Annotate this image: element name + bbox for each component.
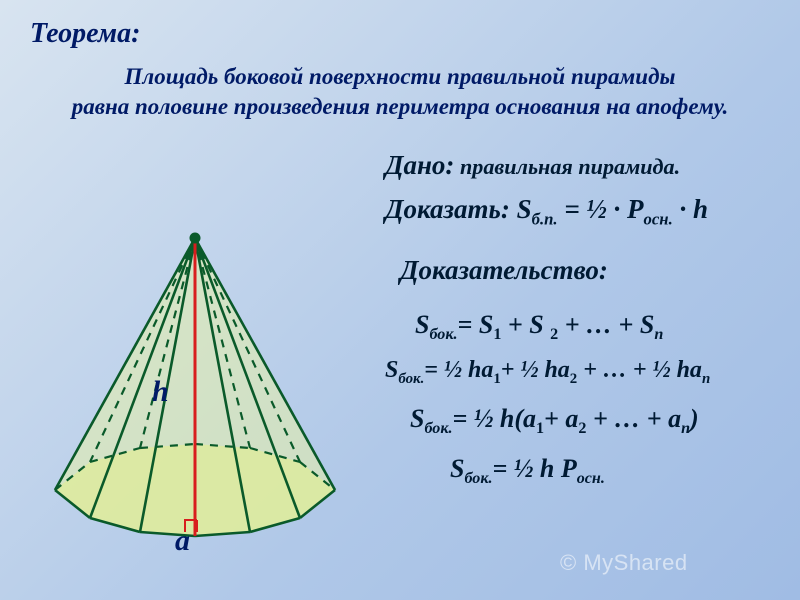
- statement-line2: равна половине произведения периметра ос…: [72, 94, 729, 119]
- label-h-text: h: [152, 375, 169, 408]
- eq2-b: = ½ ha: [424, 357, 493, 383]
- proof-label: Доказательство:: [400, 255, 608, 286]
- eq4-bs: осн.: [577, 470, 605, 487]
- eq2-c: + ½ ha: [501, 357, 570, 383]
- eq3-as: бок.: [424, 420, 452, 437]
- eq1-ds: n: [654, 326, 663, 343]
- eq2-ds: n: [702, 371, 710, 387]
- theorem-statement: Площадь боковой поверхности правильной п…: [20, 62, 780, 122]
- proof-label-text: Доказательство:: [400, 255, 608, 285]
- label-a: a: [175, 524, 190, 558]
- eq3-a: S: [410, 404, 424, 433]
- label-h: h: [152, 375, 169, 409]
- prove-sub2: осн.: [644, 209, 673, 228]
- eq3-bs: 1: [536, 420, 544, 437]
- statement-line1: Площадь боковой поверхности правильной п…: [125, 64, 676, 89]
- eq4-a: S: [450, 454, 464, 483]
- eq3-d: + … + a: [586, 404, 681, 433]
- eq2-bs: 1: [493, 371, 500, 387]
- theorem-title-text: Теорема:: [30, 18, 140, 49]
- pyramid-figure: [20, 220, 370, 560]
- given-rest: правильная пирамида.: [454, 154, 680, 179]
- prove-suffix: · h: [673, 194, 708, 224]
- label-a-text: a: [175, 524, 190, 557]
- prove-mid: = ½ · Р: [558, 194, 644, 224]
- eq3-ds: n: [681, 420, 690, 437]
- proof-eq-4: Sбок.= ½ h Росн.: [450, 454, 605, 488]
- eq3-e: ): [690, 404, 699, 433]
- eq4-b: = ½ h Р: [493, 454, 577, 483]
- eq3-c: + a: [544, 404, 578, 433]
- eq2-d: + … + ½ ha: [577, 357, 702, 383]
- given-line: Дано: правильная пирамида.: [385, 150, 680, 181]
- watermark-text: © MyShared: [560, 550, 688, 575]
- pyramid-svg: [20, 220, 370, 560]
- given-label: Дано:: [385, 150, 454, 180]
- eq2-a: S: [385, 357, 398, 383]
- proof-eq-3: Sбок.= ½ h(a1+ a2 + … + an): [410, 404, 699, 438]
- eq1-a: S: [415, 310, 429, 339]
- proof-eq-1: Sбок.= S1 + S 2 + … + Sn: [415, 310, 663, 344]
- prove-prefix: Доказать: S: [385, 194, 532, 224]
- eq1-c: + S: [501, 310, 550, 339]
- proof-eq-2: Sбок.= ½ ha1+ ½ ha2 + … + ½ han: [385, 357, 710, 388]
- eq1-b: = S: [458, 310, 494, 339]
- eq4-as: бок.: [464, 470, 492, 487]
- eq1-as: бок.: [429, 326, 457, 343]
- theorem-title: Теорема:: [30, 18, 140, 50]
- watermark: © MyShared: [560, 550, 688, 576]
- eq1-d: + … + S: [558, 310, 654, 339]
- prove-line: Доказать: Sб.п. = ½ · Росн. · h: [385, 194, 708, 229]
- eq2-as: бок.: [398, 371, 424, 387]
- prove-sub1: б.п.: [532, 209, 558, 228]
- eq3-b: = ½ h(a: [453, 404, 536, 433]
